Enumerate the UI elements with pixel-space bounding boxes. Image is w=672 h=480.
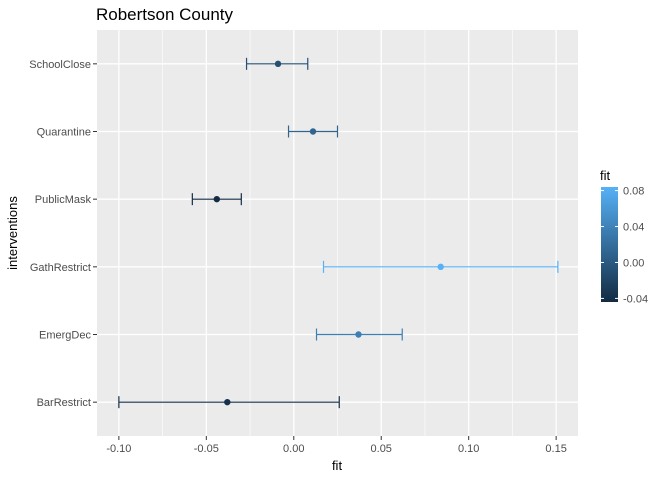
- y-axis-title: interventions: [5, 196, 20, 270]
- x-tick-label: 0.00: [283, 443, 304, 455]
- x-tick-label: 0.05: [371, 443, 392, 455]
- legend-label: -0.04: [623, 293, 648, 305]
- y-axis: BarRestrict EmergDec GathRestrict PublicMas…: [29, 59, 97, 409]
- data-point: [274, 60, 282, 68]
- data-point: [437, 263, 444, 271]
- y-tick-label: EmergDec: [39, 330, 91, 342]
- legend-label: 0.08: [623, 186, 644, 198]
- legend-label: 0.04: [623, 222, 644, 234]
- y-tick-label: Quarantine: [37, 127, 91, 139]
- y-tick-label: GathRestrict: [30, 262, 91, 274]
- data-point: [309, 128, 317, 135]
- x-tick-label: -0.10: [106, 443, 131, 455]
- data-point: [213, 195, 221, 203]
- x-tick-label: 0.10: [458, 443, 479, 455]
- x-axis-title: fit: [332, 458, 343, 473]
- x-tick-label: -0.05: [194, 443, 219, 455]
- y-tick-label: PublicMask: [35, 194, 92, 206]
- y-tick-label: SchoolClose: [29, 59, 91, 71]
- x-tick-label: 0.15: [545, 443, 566, 455]
- grid-minor: [162, 30, 513, 436]
- data-points: [213, 60, 444, 406]
- legend-title: fit: [600, 168, 611, 183]
- legend-colorbar: [601, 187, 618, 302]
- x-axis: -0.10 -0.05 0.00 0.05 0.10 0.15: [106, 436, 567, 455]
- y-tick-label: BarRestrict: [37, 397, 91, 409]
- data-point: [224, 398, 231, 406]
- legend: fit -0.04 0.00 0.04 0.08: [600, 168, 648, 305]
- legend-label: 0.00: [623, 257, 644, 269]
- chart-title: Robertson County: [96, 5, 234, 24]
- data-point: [355, 331, 362, 338]
- legend-ticks: -0.04 0.00 0.04 0.08: [601, 186, 648, 305]
